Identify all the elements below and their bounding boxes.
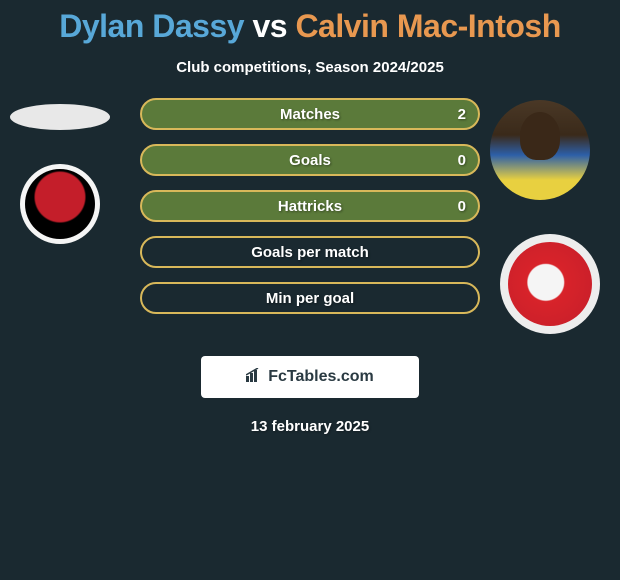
stat-value: 0 (458, 198, 466, 215)
player1-name: Dylan Dassy (59, 8, 244, 44)
stat-value: 0 (458, 152, 466, 169)
stat-bar: Hattricks 0 (140, 190, 480, 222)
fc-oss-icon (508, 242, 592, 326)
snapshot-date: 13 february 2025 (0, 418, 620, 435)
stat-bar: Goals per match (140, 236, 480, 268)
stat-label: Goals (289, 152, 331, 169)
comparison-content: Matches 2 Goals 0 Hattricks 0 Goals per match M… (0, 108, 620, 338)
stat-bar: Min per goal (140, 282, 480, 314)
stat-bar: Matches 2 (140, 98, 480, 130)
stat-bar: Goals 0 (140, 144, 480, 176)
player2-club-logo (500, 234, 600, 334)
player1-club-logo (20, 164, 100, 244)
player1-avatar-placeholder (10, 104, 110, 130)
helmond-sport-icon (25, 169, 95, 239)
comparison-title: Dylan Dassy vs Calvin Mac-Intosh (0, 0, 620, 45)
stat-label: Min per goal (266, 290, 354, 307)
subtitle: Club competitions, Season 2024/2025 (0, 59, 620, 76)
stat-label: Goals per match (251, 244, 369, 261)
brand-text: FcTables.com (268, 368, 374, 386)
brand-badge: FcTables.com (201, 356, 419, 398)
player2-name: Calvin Mac-Intosh (295, 8, 560, 44)
chart-bar-icon (246, 368, 264, 387)
vs-text: vs (244, 8, 295, 44)
stat-label: Matches (280, 106, 340, 123)
stat-label: Hattricks (278, 198, 342, 215)
stat-bars: Matches 2 Goals 0 Hattricks 0 Goals per match M… (140, 98, 480, 328)
player2-avatar (490, 100, 590, 200)
stat-value: 2 (458, 106, 466, 123)
